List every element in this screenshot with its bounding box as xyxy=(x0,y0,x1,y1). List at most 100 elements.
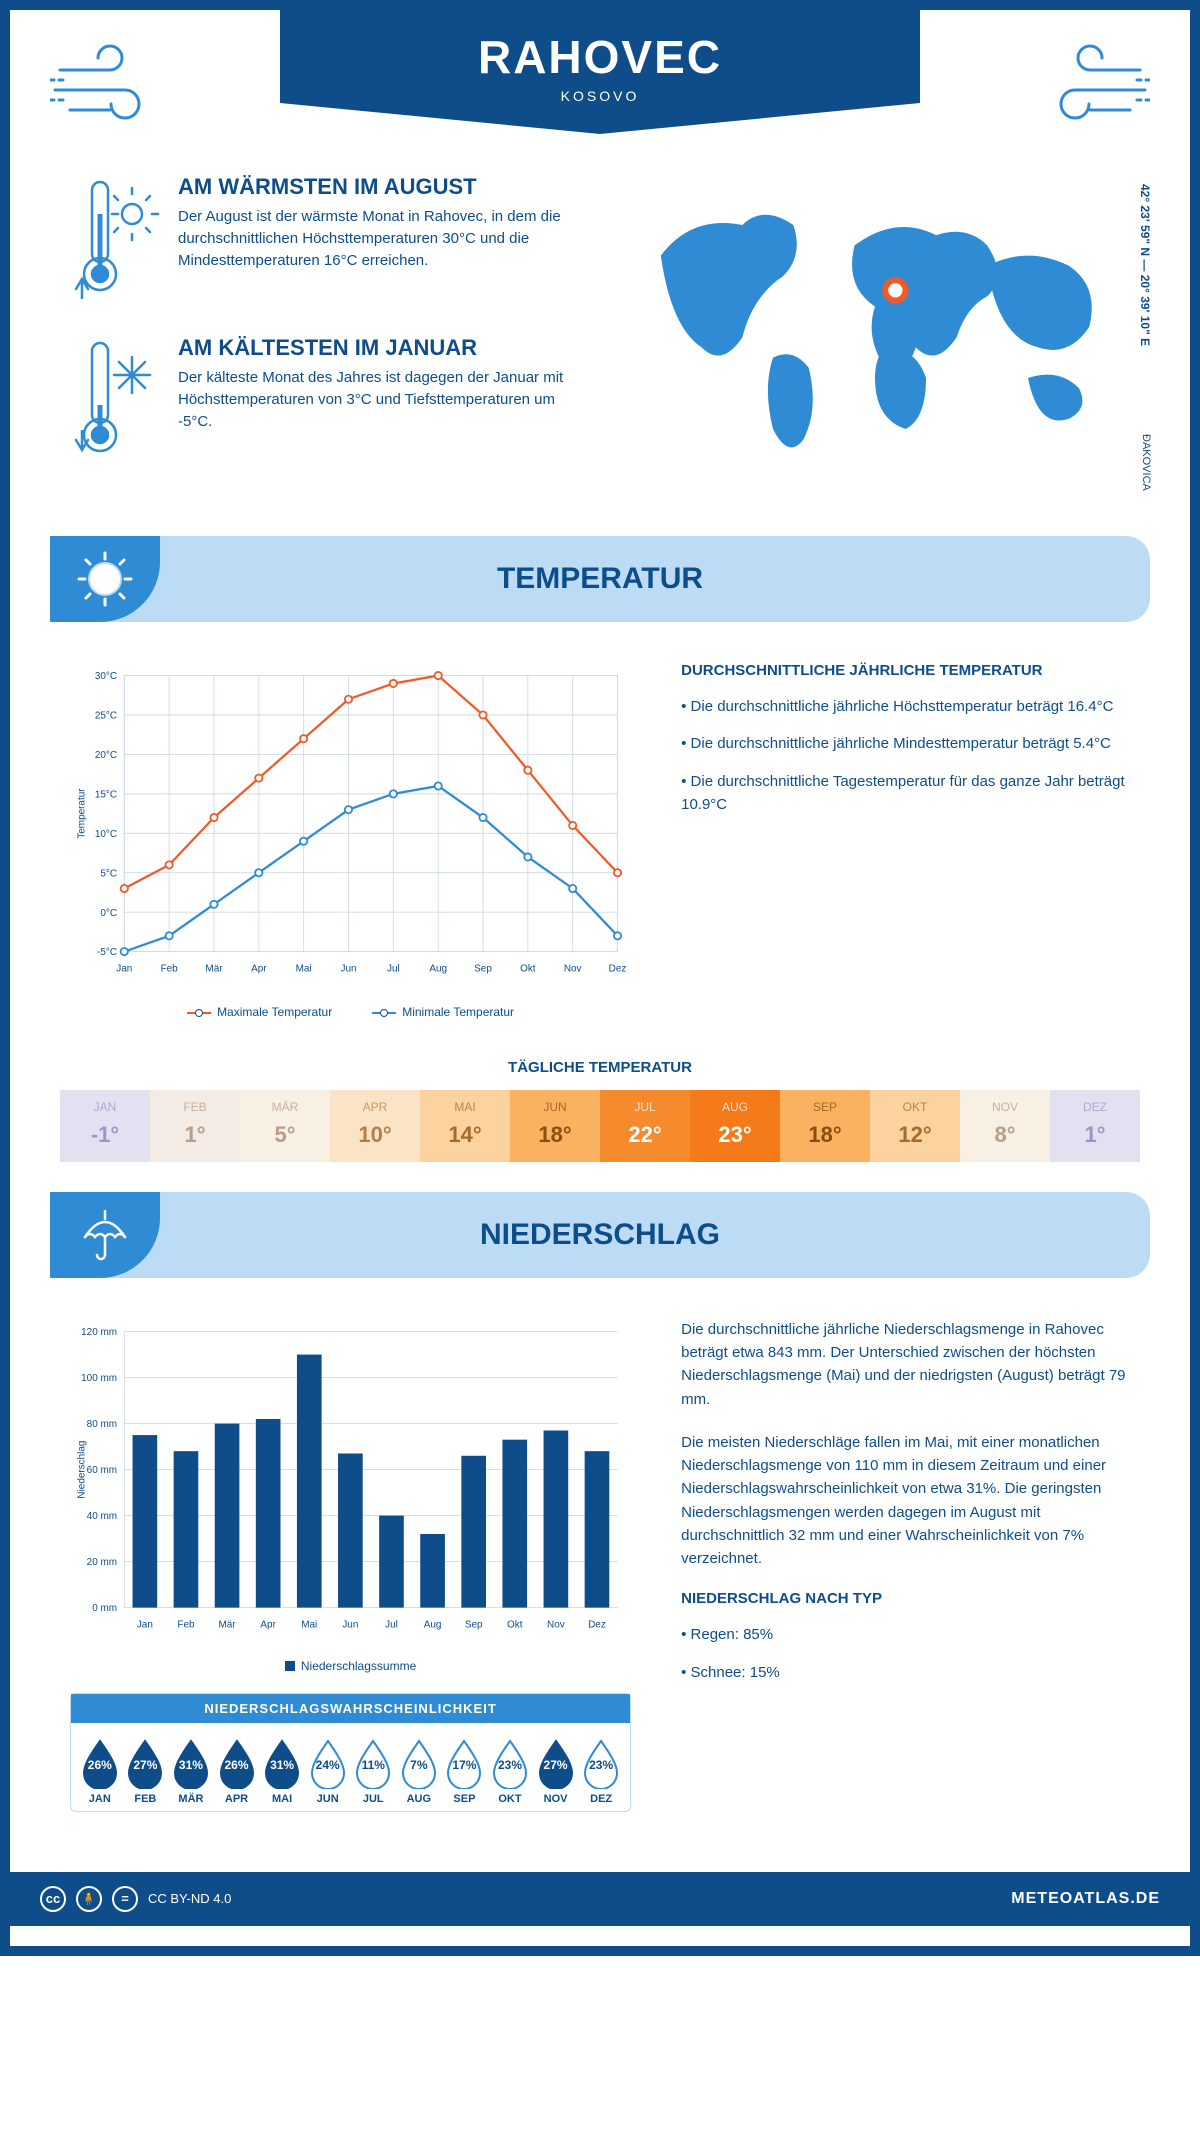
by-icon: 🧍 xyxy=(76,1886,102,1912)
svg-text:Jul: Jul xyxy=(387,964,400,975)
svg-text:Sep: Sep xyxy=(474,964,492,975)
world-map-icon xyxy=(620,174,1130,480)
nd-icon: = xyxy=(112,1886,138,1912)
svg-text:Aug: Aug xyxy=(429,964,447,975)
prob-drop: 17% SEP xyxy=(443,1737,485,1805)
summary-title: DURCHSCHNITTLICHE JÄHRLICHE TEMPERATUR xyxy=(681,662,1130,679)
svg-text:Okt: Okt xyxy=(520,964,536,975)
svg-text:Aug: Aug xyxy=(424,1619,442,1630)
prob-drop: 27% FEB xyxy=(124,1737,166,1805)
svg-text:Dez: Dez xyxy=(588,1619,606,1630)
cc-icon: cc xyxy=(40,1886,66,1912)
svg-text:Nov: Nov xyxy=(547,1619,565,1630)
temp-cell: JUN18° xyxy=(510,1090,600,1162)
svg-text:Mai: Mai xyxy=(296,964,312,975)
temp-cell: APR10° xyxy=(330,1090,420,1162)
svg-text:Apr: Apr xyxy=(251,964,267,975)
svg-text:Niederschlag: Niederschlag xyxy=(76,1440,87,1498)
svg-text:Jan: Jan xyxy=(137,1619,153,1630)
svg-text:5°C: 5°C xyxy=(100,868,117,879)
svg-text:30°C: 30°C xyxy=(95,671,117,682)
temp-cell: AUG23° xyxy=(690,1090,780,1162)
fact-title: AM WÄRMSTEN IM AUGUST xyxy=(178,174,580,200)
svg-text:Sep: Sep xyxy=(465,1619,483,1630)
temp-cell: DEZ1° xyxy=(1050,1090,1140,1162)
temp-legend: Maximale Temperatur Minimale Temperatur xyxy=(70,1005,631,1019)
temp-cell: MÄR5° xyxy=(240,1090,330,1162)
section-title: NIEDERSCHLAG xyxy=(480,1218,720,1251)
svg-text:25°C: 25°C xyxy=(95,711,117,722)
svg-text:Temperatur: Temperatur xyxy=(76,788,87,839)
thermometer-hot-icon xyxy=(70,174,160,304)
section-header-temperature: TEMPERATUR xyxy=(50,536,1150,622)
svg-text:Jul: Jul xyxy=(385,1619,398,1630)
prob-drop: 7% AUG xyxy=(398,1737,440,1805)
summary-bullet: • Die durchschnittliche jährliche Mindes… xyxy=(681,732,1130,755)
svg-text:Feb: Feb xyxy=(177,1619,195,1630)
thermometer-cold-icon xyxy=(70,335,160,465)
temp-cell: OKT12° xyxy=(870,1090,960,1162)
temp-cell: SEP18° xyxy=(780,1090,870,1162)
precip-bar-chart: 0 mm 20 mm 40 mm 60 mm 80 mm 100 mm 120 mm Nied… xyxy=(70,1318,631,1644)
svg-text:15°C: 15°C xyxy=(95,789,117,800)
prob-drop: 24% JUN xyxy=(307,1737,349,1805)
prob-drop: 23% DEZ xyxy=(580,1737,622,1805)
svg-text:Feb: Feb xyxy=(161,964,179,975)
svg-text:20 mm: 20 mm xyxy=(87,1557,117,1568)
svg-text:80 mm: 80 mm xyxy=(87,1419,117,1430)
fact-title: AM KÄLTESTEN IM JANUAR xyxy=(178,335,580,361)
svg-text:60 mm: 60 mm xyxy=(87,1465,117,1476)
svg-text:Mai: Mai xyxy=(301,1619,317,1630)
summary-bullet: • Die durchschnittliche jährliche Höchst… xyxy=(681,695,1130,718)
page-footer: cc 🧍 = CC BY-ND 4.0 METEOATLAS.DE xyxy=(10,1872,1190,1926)
wind-icon xyxy=(50,40,170,130)
wind-icon xyxy=(1030,40,1150,130)
section-header-precip: NIEDERSCHLAG xyxy=(50,1192,1150,1278)
svg-text:Apr: Apr xyxy=(260,1619,276,1630)
fact-warmest: AM WÄRMSTEN IM AUGUST Der August ist der… xyxy=(70,174,580,309)
svg-text:0°C: 0°C xyxy=(100,908,117,919)
svg-text:Jun: Jun xyxy=(342,1619,358,1630)
legend-max: Maximale Temperatur xyxy=(217,1005,332,1019)
legend-min: Minimale Temperatur xyxy=(402,1005,514,1019)
site-name: METEOATLAS.DE xyxy=(1011,1890,1160,1908)
svg-text:-5°C: -5°C xyxy=(97,947,117,958)
prob-drop: 23% OKT xyxy=(489,1737,531,1805)
temp-cell: MAI14° xyxy=(420,1090,510,1162)
coordinates: 42° 23' 59" N — 20° 39' 10" E xyxy=(1138,184,1152,346)
fact-text: Der kälteste Monat des Jahres ist dagege… xyxy=(178,367,580,432)
svg-text:Mär: Mär xyxy=(218,1619,236,1630)
umbrella-icon xyxy=(75,1205,135,1265)
summary-bullet: • Die durchschnittliche Tagestemperatur … xyxy=(681,770,1130,817)
city-name: RAHOVEC xyxy=(280,30,920,84)
precip-paragraph: Die meisten Niederschläge fallen im Mai,… xyxy=(681,1431,1130,1571)
svg-text:0 mm: 0 mm xyxy=(92,1603,117,1614)
precip-probability-box: NIEDERSCHLAGSWAHRSCHEINLICHKEIT 26% JAN … xyxy=(70,1693,631,1812)
precip-type-title: NIEDERSCHLAG NACH TYP xyxy=(681,1590,1130,1607)
svg-text:20°C: 20°C xyxy=(95,750,117,761)
svg-text:120 mm: 120 mm xyxy=(81,1327,117,1338)
precip-paragraph: Die durchschnittliche jährliche Niedersc… xyxy=(681,1318,1130,1411)
svg-text:Okt: Okt xyxy=(507,1619,523,1630)
svg-text:Dez: Dez xyxy=(609,964,627,975)
temp-cell: NOV8° xyxy=(960,1090,1050,1162)
prob-title: NIEDERSCHLAGSWAHRSCHEINLICHKEIT xyxy=(71,1694,630,1723)
svg-text:100 mm: 100 mm xyxy=(81,1373,117,1384)
svg-text:Mär: Mär xyxy=(205,964,223,975)
sun-icon xyxy=(75,549,135,609)
svg-text:40 mm: 40 mm xyxy=(87,1511,117,1522)
prob-drop: 26% JAN xyxy=(79,1737,121,1805)
temp-cell: JUL22° xyxy=(600,1090,690,1162)
fact-coldest: AM KÄLTESTEN IM JANUAR Der kälteste Mona… xyxy=(70,335,580,470)
temp-cell: JAN-1° xyxy=(60,1090,150,1162)
svg-text:10°C: 10°C xyxy=(95,829,117,840)
temp-cell: FEB1° xyxy=(150,1090,240,1162)
prob-drop: 27% NOV xyxy=(535,1737,577,1805)
precip-type-bullet: • Schnee: 15% xyxy=(681,1661,1130,1684)
section-title: TEMPERATUR xyxy=(497,562,703,595)
prob-drop: 11% JUL xyxy=(352,1737,394,1805)
prob-drop: 26% APR xyxy=(216,1737,258,1805)
temperature-line-chart: -5°C0°C5°C10°C15°C20°C25°C30°CJanFebMärA… xyxy=(70,662,631,988)
country-name: KOSOVO xyxy=(280,88,920,104)
precip-legend: Niederschlagssumme xyxy=(70,1659,631,1673)
